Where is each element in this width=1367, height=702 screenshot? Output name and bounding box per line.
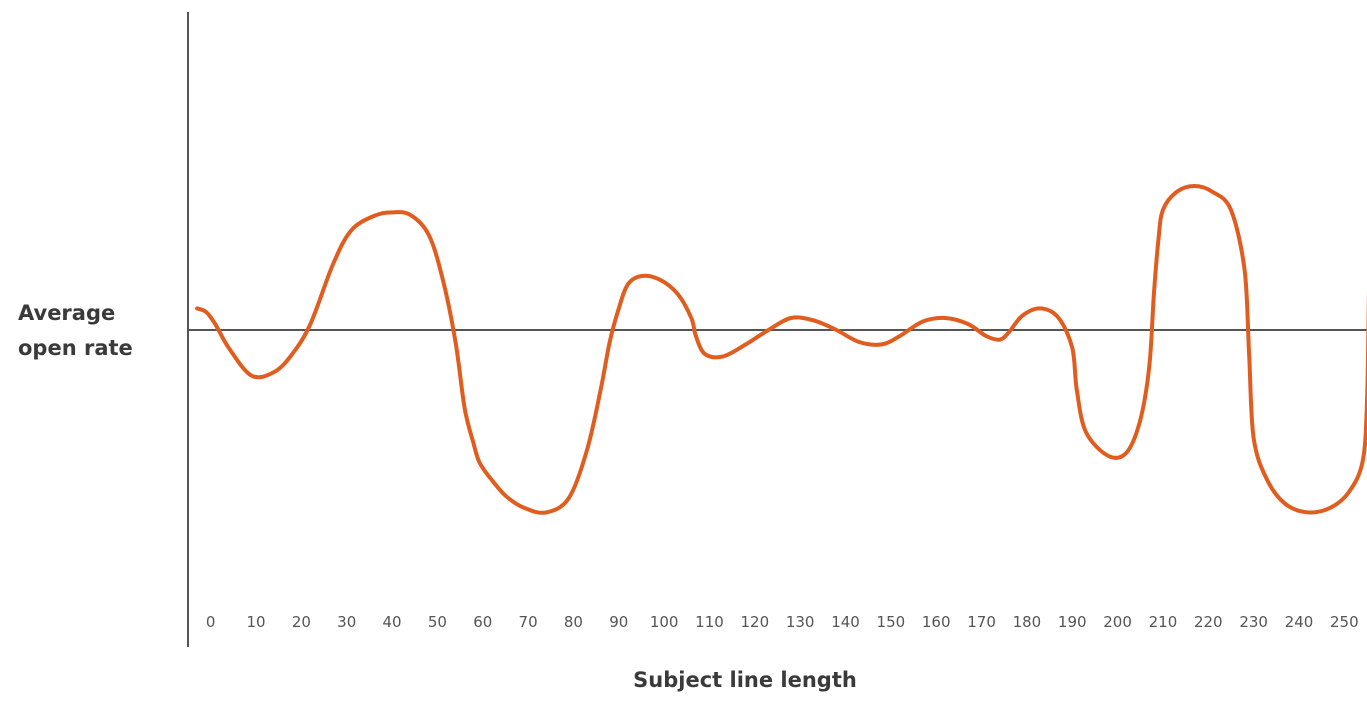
x-tick-label: 0	[206, 613, 216, 631]
x-tick-label: 250	[1330, 613, 1359, 631]
series-line-open-rate	[195, 184, 1367, 515]
x-tick-label: 140	[831, 613, 860, 631]
y-axis-label: Average open rate	[18, 296, 168, 366]
x-axis-label: Subject line length	[633, 668, 857, 692]
x-tick-label: 230	[1239, 613, 1268, 631]
x-tick-label: 130	[786, 613, 815, 631]
x-tick-label: 60	[473, 613, 492, 631]
x-tick-label: 190	[1058, 613, 1087, 631]
x-tick-label: 150	[877, 613, 906, 631]
x-tick-label: 20	[292, 613, 311, 631]
x-tick-label: 210	[1149, 613, 1178, 631]
x-tick-label: 240	[1285, 613, 1314, 631]
x-tick-label: 160	[922, 613, 951, 631]
x-tick-label: 30	[337, 613, 356, 631]
y-axis-label-line-2: open rate	[18, 336, 133, 360]
x-tick-label: 200	[1103, 613, 1132, 631]
x-tick-label: 100	[650, 613, 679, 631]
x-tick-label: 80	[564, 613, 583, 631]
y-axis-label-line-1: Average	[18, 301, 116, 325]
x-tick-label: 10	[246, 613, 265, 631]
x-tick-label: 50	[428, 613, 447, 631]
x-tick-label: 110	[695, 613, 724, 631]
x-tick-labels: 0 10 20 30 40 50 60 70 80 90 100 110 120 130 140 150 160…	[206, 613, 1359, 631]
x-tick-label: 40	[383, 613, 402, 631]
x-tick-label: 90	[609, 613, 628, 631]
x-tick-label: 170	[967, 613, 996, 631]
x-tick-label: 220	[1194, 613, 1223, 631]
x-tick-label: 180	[1013, 613, 1042, 631]
x-tick-label: 120	[741, 613, 770, 631]
x-tick-label: 70	[519, 613, 538, 631]
